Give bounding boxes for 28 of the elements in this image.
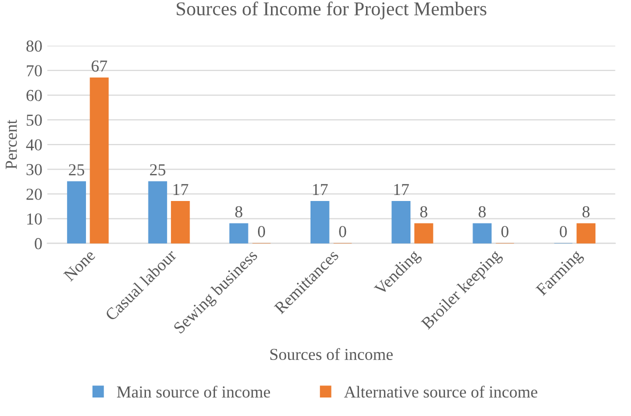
data-label: 0 <box>501 226 508 238</box>
y-axis-title: Percent <box>6 120 17 170</box>
data-label: 25 <box>150 164 166 176</box>
y-tick-label: 10 <box>27 213 42 225</box>
y-tick-label: 70 <box>26 65 42 76</box>
y-tick-label: 20 <box>26 188 42 200</box>
data-label: 8 <box>478 206 486 218</box>
y-tick-label: 60 <box>26 90 42 102</box>
data-label: 17 <box>394 184 409 196</box>
data-label: 8 <box>420 206 428 218</box>
y-tick-label: 80 <box>26 40 42 52</box>
chart-title: Sources of Income for Project Members <box>176 2 486 20</box>
data-label: 0 <box>560 226 567 238</box>
y-tick-label: 30 <box>26 164 42 176</box>
legend-label: Main source of income <box>116 386 270 398</box>
data-label: 8 <box>235 206 242 218</box>
data-label: 67 <box>92 60 108 72</box>
y-tick-label: 40 <box>26 139 42 151</box>
y-tick-label: 50 <box>26 114 42 126</box>
data-label: 17 <box>174 184 188 196</box>
data-label: 0 <box>258 226 266 238</box>
data-label: 0 <box>339 226 346 238</box>
y-tick-label: 0 <box>34 238 42 250</box>
data-label: 8 <box>582 206 590 218</box>
legend-label: Alternative source of income <box>344 386 538 398</box>
data-label: 25 <box>68 164 84 176</box>
x-axis-title: Sources of income <box>270 348 393 360</box>
data-label: 17 <box>313 184 328 196</box>
